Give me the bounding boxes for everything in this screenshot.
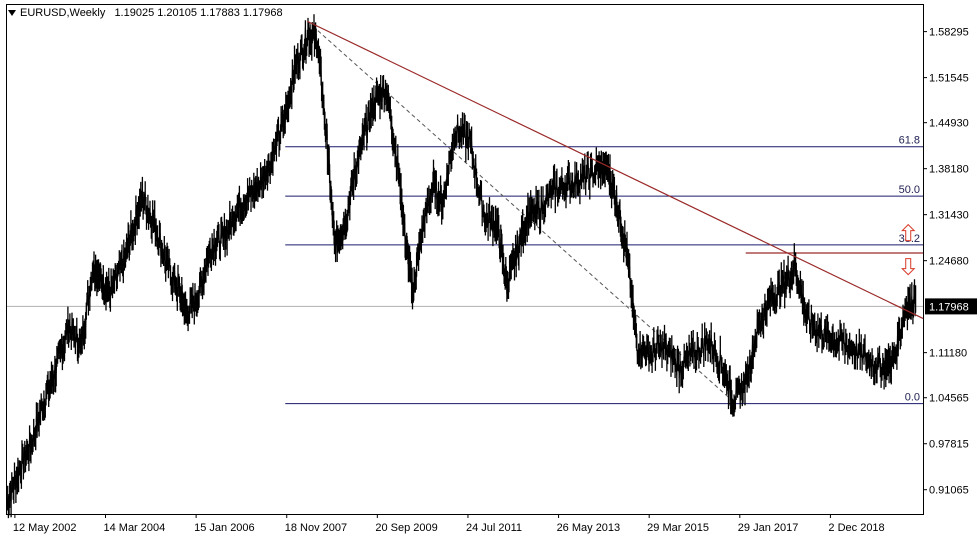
y-tick-label: 1.04565 (929, 393, 969, 405)
arrow-down-icon (901, 258, 916, 276)
last-price-label: 1.17968 (929, 301, 969, 313)
plot-area[interactable] (6, 4, 924, 515)
y-tick-label: 1.58295 (929, 27, 969, 39)
fib-level-label: 0.0 (905, 392, 920, 404)
ohlc-values: 1.19025 1.20105 1.17883 1.17968 (114, 7, 283, 20)
fib-level-label: 61.8 (899, 135, 920, 147)
x-tick-label: 29 Mar 2015 (647, 522, 709, 534)
y-tick-label: 0.91065 (929, 485, 969, 497)
x-tick-label: 18 Nov 2007 (285, 522, 347, 534)
price-line (6, 27, 917, 510)
chart-header: EURUSD,Weekly 1.19025 1.20105 1.17883 1.… (8, 7, 283, 19)
y-tick-label: 0.97815 (929, 439, 969, 451)
x-tick-label: 15 Jan 2006 (194, 522, 255, 534)
arrow-up-icon (901, 223, 916, 242)
y-tick-label: 1.11180 (929, 348, 967, 360)
x-tick-label: 24 Jul 2011 (466, 522, 522, 534)
symbol-timeframe: EURUSD,Weekly (20, 7, 106, 20)
descending-trendline (307, 20, 924, 319)
y-tick-label: 1.24680 (929, 256, 969, 268)
collapse-triangle-icon[interactable] (8, 10, 16, 17)
x-tick-label: 20 Sep 2009 (375, 522, 437, 534)
x-tick-label: 14 Mar 2004 (103, 522, 165, 534)
x-tick-label: 26 May 2013 (557, 522, 621, 534)
x-tick-label: 29 Jan 2017 (738, 522, 799, 534)
fib-level-label: 50.0 (899, 184, 920, 196)
y-tick-label: 1.31430 (929, 210, 969, 222)
x-tick-label: 2 Dec 2018 (828, 522, 884, 534)
x-tick-label: 12 May 2002 (13, 522, 77, 534)
y-tick-label: 1.38180 (929, 164, 969, 176)
y-tick-label: 1.44930 (929, 118, 969, 130)
y-tick-label: 1.51545 (929, 73, 969, 85)
last-price-tag (925, 298, 977, 315)
price-bars (6, 14, 917, 519)
